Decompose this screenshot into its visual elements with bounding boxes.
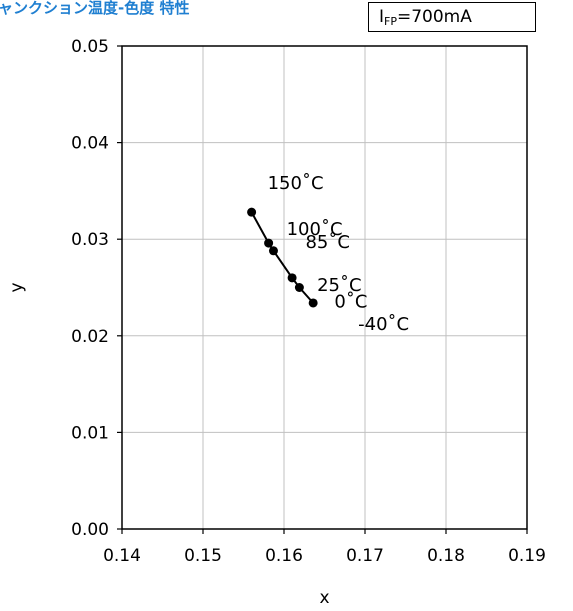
plot-area xyxy=(121,45,528,530)
x-tick-label: 0.15 xyxy=(184,546,222,566)
axis-ticks: 0.14 0.15 0.16 0.17 0.18 0.19 0.00 0.01 0.02 0.03… xyxy=(71,37,546,566)
x-tick-label: 0.17 xyxy=(346,546,384,566)
y-tick-label: 0.05 xyxy=(71,37,109,57)
data-series xyxy=(247,207,318,308)
y-axis-title: y xyxy=(7,282,27,292)
condition-subscript: FP xyxy=(384,15,397,28)
x-tick-label: 0.14 xyxy=(103,546,141,566)
data-label: 150˚C xyxy=(268,173,324,194)
x-tick-label: 0.16 xyxy=(265,546,303,566)
condition-label: IFP=700mA xyxy=(368,2,536,32)
data-point xyxy=(247,207,257,217)
y-tick-label: 0.02 xyxy=(71,327,109,347)
grid-lines xyxy=(122,46,527,529)
data-point xyxy=(264,238,274,248)
data-label: 0˚C xyxy=(334,292,367,313)
condition-value: =700mA xyxy=(396,7,472,27)
y-tick-label: 0.03 xyxy=(71,230,109,250)
condition-symbol: I xyxy=(379,7,385,27)
x-tick-label: 0.18 xyxy=(427,546,465,566)
data-point xyxy=(268,246,278,256)
data-label: 100˚C xyxy=(287,219,343,240)
y-tick-label: 0.04 xyxy=(71,134,109,154)
x-axis-title: x xyxy=(319,588,329,608)
data-label: 85˚C xyxy=(305,232,349,253)
data-label: 25˚C xyxy=(317,275,361,296)
chart-title: ャンクション温度-色度 特性 xyxy=(0,0,190,17)
x-tick-label: 0.19 xyxy=(508,546,546,566)
data-point xyxy=(308,298,318,308)
temperature-labels: 150˚C 100˚C85˚C 25˚C0˚C-40˚C xyxy=(268,173,410,335)
data-point xyxy=(287,273,297,283)
data-point xyxy=(294,283,304,292)
y-tick-label: 0.00 xyxy=(71,520,109,540)
data-label: -40˚C xyxy=(358,314,409,335)
y-tick-label: 0.01 xyxy=(71,423,109,443)
